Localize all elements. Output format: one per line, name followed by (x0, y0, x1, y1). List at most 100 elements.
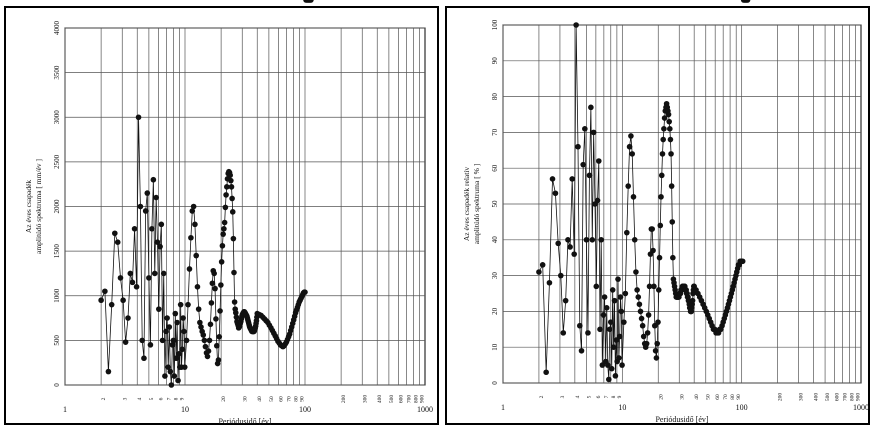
data-point (624, 229, 630, 236)
x-minor-tick-label: 30 (679, 394, 685, 400)
data-point (631, 237, 638, 243)
x-minor-tick-label: 700 (843, 393, 849, 402)
data-point (605, 376, 612, 383)
data-point (179, 346, 186, 353)
data-point (198, 324, 204, 330)
y-tick-label: 90 (491, 57, 499, 65)
data-point (105, 368, 112, 375)
data-point (655, 287, 662, 293)
x-minor-tick-label: 600 (835, 393, 841, 402)
x-minor-tick-label: 300 (799, 393, 805, 402)
data-point (552, 190, 559, 197)
data-point (211, 270, 217, 277)
data-point (216, 334, 223, 340)
x-tick-label: 1000 (853, 403, 869, 412)
data-point (102, 288, 108, 295)
data-point (575, 143, 581, 150)
data-point (169, 342, 176, 348)
data-point (658, 194, 664, 200)
data-point (190, 203, 197, 210)
y-tick-label: 100 (491, 19, 499, 30)
x-minor-tick-label: 70 (723, 394, 729, 400)
data-point (200, 332, 207, 338)
x-minor-tick-label: 400 (377, 395, 383, 404)
data-point (633, 269, 639, 275)
data-point (228, 177, 234, 184)
data-point (669, 219, 676, 225)
data-point (221, 219, 228, 226)
data-point (661, 115, 668, 121)
data-point (604, 362, 611, 368)
data-point (204, 353, 211, 360)
x-minor-tick-label: 500 (389, 395, 395, 404)
y-tick-label: 1000 (53, 288, 61, 303)
data-point (639, 322, 646, 329)
x-axis-label: Periódusidő [év] (655, 415, 708, 424)
data-point (231, 299, 238, 305)
data-point (192, 221, 198, 228)
y-tick-label: 50 (491, 200, 499, 208)
x-minor-tick-label: 500 (825, 393, 831, 402)
data-point (302, 289, 308, 295)
data-point (141, 355, 147, 362)
data-point (166, 324, 173, 330)
data-point (162, 373, 168, 379)
data-point (205, 348, 212, 354)
data-point (308, 0, 314, 3)
x-tick-label: 10 (181, 405, 189, 414)
data-point (618, 308, 625, 315)
data-point (125, 315, 131, 321)
data-point (129, 279, 136, 286)
x-minor-tick-label: 900 (856, 393, 862, 402)
x-minor-tick-label: 4 (575, 395, 581, 398)
data-point (147, 342, 154, 348)
data-point (651, 322, 658, 329)
data-point (212, 285, 218, 292)
data-point (637, 308, 644, 315)
x-minor-tick-label: 8 (173, 397, 179, 400)
x-minor-tick-label: 400 (814, 393, 820, 402)
data-point (222, 204, 229, 211)
data-point (646, 283, 653, 290)
data-point (546, 279, 553, 286)
data-point (189, 208, 196, 214)
x-minor-tick-label: 3 (122, 397, 128, 400)
y-tick-label: 1500 (53, 244, 61, 259)
x-minor-tick-label: 7 (604, 395, 610, 398)
data-point (127, 270, 134, 277)
data-point (197, 319, 203, 326)
data-point (616, 333, 623, 340)
data-point (114, 239, 121, 245)
data-point (229, 209, 236, 215)
data-point (209, 280, 216, 287)
data-point (603, 305, 610, 311)
data-point (689, 297, 696, 304)
data-point (598, 237, 604, 243)
data-point (589, 237, 596, 243)
data-point (208, 300, 215, 306)
data-point (220, 231, 226, 237)
data-point (177, 301, 184, 308)
x-axis-label: Periódusidő [év] (218, 417, 271, 426)
data-point (213, 342, 220, 349)
y-tick-label: 80 (491, 93, 499, 101)
data-point (207, 321, 214, 328)
y-tick-label: 500 (53, 335, 61, 346)
data-point (232, 309, 239, 316)
grid (64, 27, 425, 386)
data-point (159, 337, 166, 344)
series-markers (536, 0, 751, 383)
data-point (739, 258, 746, 265)
data-point (656, 254, 663, 261)
data-point (227, 172, 233, 179)
data-point (649, 226, 656, 232)
y-tick-label: 0 (53, 383, 61, 387)
x-minor-tick-label: 30 (242, 396, 248, 402)
data-point (230, 235, 237, 242)
data-point (186, 266, 193, 272)
x-tick-label: 1000 (417, 405, 433, 414)
data-point (231, 269, 237, 276)
x-minor-tick-label: 9 (617, 395, 623, 398)
data-point (653, 355, 660, 361)
data-point (142, 208, 149, 214)
